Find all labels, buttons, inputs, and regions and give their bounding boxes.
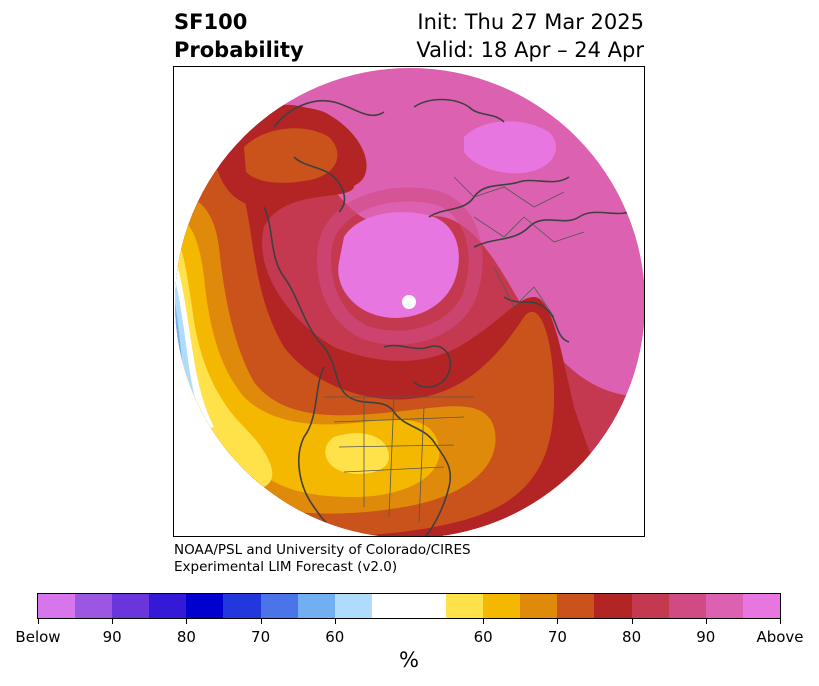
colorbar-tick-mark	[557, 619, 559, 624]
contour-above-90-arctic	[338, 212, 459, 318]
credit-line-2: Experimental LIM Forecast (v2.0)	[174, 559, 398, 575]
probability-map	[175, 68, 644, 536]
colorbar-segment	[742, 594, 780, 618]
colorbar-tick-label: 70	[547, 628, 567, 646]
colorbar-tick-mark	[780, 619, 781, 624]
colorbar-segment	[149, 594, 187, 618]
credit-line-1: NOAA/PSL and University of Colorado/CIRE…	[174, 542, 471, 558]
credit-text: NOAA/PSL and University of Colorado/CIRE…	[174, 542, 471, 576]
colorbar-segment	[520, 594, 558, 618]
colorbar-segment	[223, 594, 261, 618]
colorbar-tick-mark	[334, 619, 336, 624]
colorbar-segment	[668, 594, 706, 618]
colorbar-segment	[75, 594, 113, 618]
forecast-dates: Init: Thu 27 Mar 2025 Valid: 18 Apr – 24…	[416, 8, 644, 64]
contour-above-90-asia	[464, 121, 557, 174]
colorbar-tick-label: 70	[251, 628, 271, 646]
colorbar-tick-label: Above	[756, 628, 804, 646]
coastlines	[263, 98, 630, 536]
colorbar-segment	[112, 594, 150, 618]
colorbar-tick-mark	[631, 619, 633, 624]
colorbar-tick-label: 80	[176, 628, 196, 646]
pole-hole	[402, 295, 416, 309]
colorbar-segment	[371, 594, 447, 618]
colorbar-tick-mark	[705, 619, 707, 624]
colorbar-segment	[260, 594, 298, 618]
colorbar-segment	[334, 594, 372, 618]
map-title: SF100 Probability	[174, 8, 304, 64]
valid-date: Valid: 18 Apr – 24 Apr	[416, 38, 644, 62]
colorbar-unit-label: %	[399, 648, 419, 672]
colorbar-tick-mark	[483, 619, 485, 624]
contour-above-55-north	[244, 128, 338, 183]
colorbar-tick-label: 90	[102, 628, 122, 646]
colorbar-segment	[557, 594, 595, 618]
colorbar-tick-label: Below	[15, 628, 61, 646]
colorbar-segment	[705, 594, 743, 618]
title-line-1: SF100	[174, 10, 248, 34]
colorbar-tick-label: 60	[473, 628, 493, 646]
colorbar-tick-mark	[260, 619, 262, 624]
colorbar-tick-label: 90	[696, 628, 716, 646]
colorbar-segment	[631, 594, 669, 618]
colorbar-segment	[186, 594, 224, 618]
init-date: Init: Thu 27 Mar 2025	[417, 10, 644, 34]
country-borders	[324, 176, 585, 523]
contour-above-80-ring	[316, 187, 483, 345]
colorbar-segment	[297, 594, 335, 618]
map-panel	[173, 66, 645, 537]
colorbar-segment	[446, 594, 484, 618]
colorbar-tick-mark	[38, 619, 39, 624]
colorbar-tick-mark	[186, 619, 188, 624]
colorbar-tick-label: 60	[325, 628, 345, 646]
title-line-2: Probability	[174, 38, 304, 62]
contour-above-40-conus	[325, 433, 389, 474]
colorbar	[37, 593, 781, 619]
colorbar-segment	[38, 594, 76, 618]
colorbar-tick-mark	[112, 619, 114, 624]
colorbar-segment	[483, 594, 521, 618]
colorbar-segment	[594, 594, 632, 618]
colorbar-tick-label: 80	[622, 628, 642, 646]
